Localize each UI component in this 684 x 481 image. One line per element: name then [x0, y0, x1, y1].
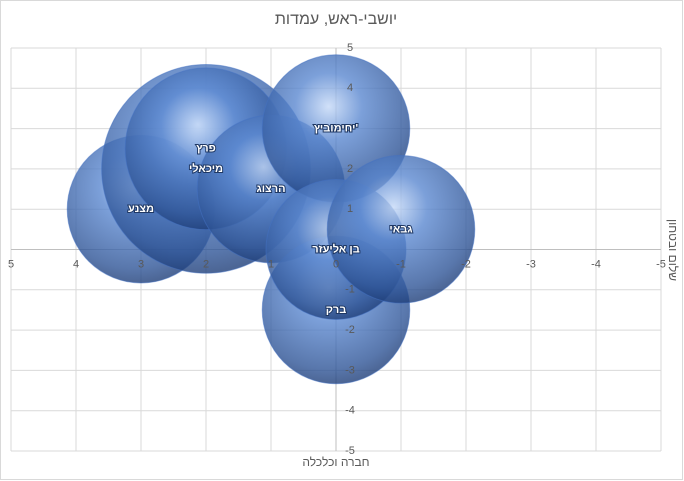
x-tick-label: -1 — [396, 258, 406, 270]
x-tick-label: -5 — [656, 258, 666, 270]
x-tick-label: -3 — [526, 258, 536, 270]
bubble-label: מיכאלי — [189, 162, 223, 175]
bubble-label: יחימוביץ' — [314, 123, 359, 135]
y-tick-label: 1 — [347, 203, 353, 215]
x-tick-label: -2 — [461, 258, 471, 270]
y-tick-label: -3 — [345, 364, 355, 376]
x-tick-label: 5 — [8, 258, 14, 270]
chart-title: יושבי-ראש, עמדות — [275, 11, 397, 28]
bubble-label: פרץ — [196, 143, 216, 155]
y-tick-label: 4 — [347, 82, 353, 94]
y-axis-title: שלום ובטחון — [666, 219, 680, 281]
x-tick-label: 0 — [333, 258, 339, 270]
x-tick-label: 2 — [203, 258, 209, 270]
y-tick-label: -2 — [345, 324, 355, 336]
y-tick-label: -1 — [345, 284, 355, 296]
y-tick-label: -5 — [345, 445, 355, 457]
x-tick-label: 4 — [73, 258, 79, 270]
bubble-label: מצנע — [128, 203, 154, 215]
y-tick-label: 3 — [347, 123, 353, 135]
bubble-label: ברק — [326, 304, 347, 316]
y-tick-label: 2 — [347, 163, 353, 175]
y-tick-label: 5 — [347, 42, 353, 54]
x-tick-label: -4 — [591, 258, 601, 270]
x-axis-title: חברה וכלכלה — [302, 455, 369, 469]
bubble-label: הרצוג — [256, 183, 285, 195]
bubble-label: גבאי — [389, 223, 412, 235]
y-tick-label: -4 — [345, 405, 355, 417]
bubble-label: בן אליעזר — [312, 242, 359, 255]
x-tick-label: 1 — [268, 258, 274, 270]
bubble — [326, 155, 476, 304]
x-tick-label: 3 — [138, 258, 144, 270]
